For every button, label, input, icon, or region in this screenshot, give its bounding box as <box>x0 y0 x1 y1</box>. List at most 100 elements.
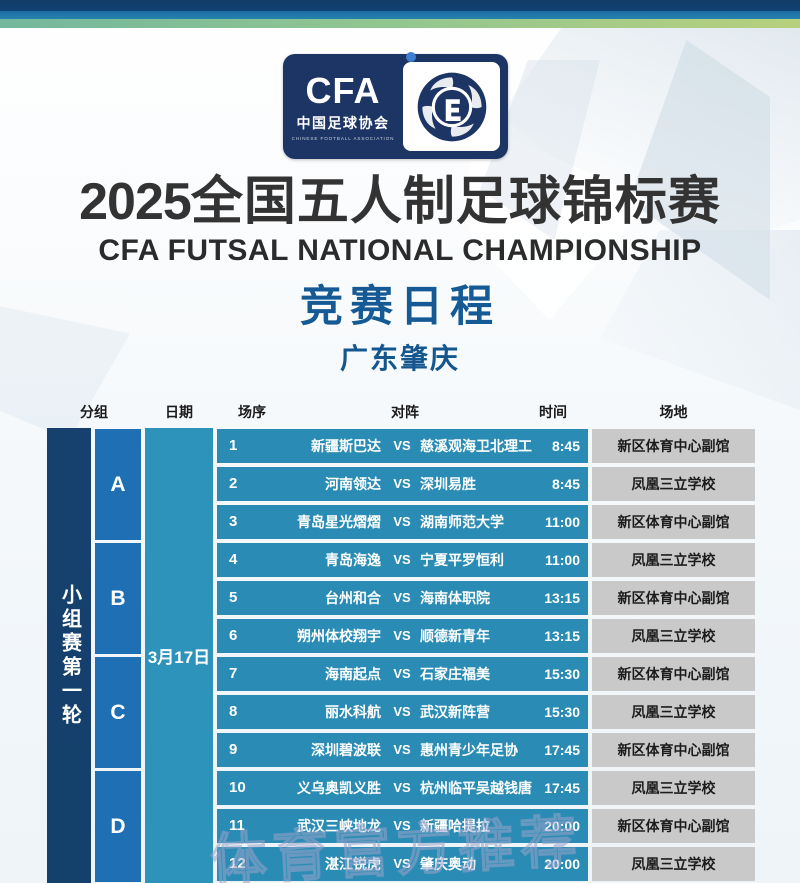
match-time: 20:00 <box>544 818 580 834</box>
home-team: 湛江锐虎 <box>325 856 381 872</box>
home-team: 河南领达 <box>325 476 381 492</box>
date-label: 3月17日 <box>147 648 211 667</box>
match-time: 20:00 <box>544 856 580 872</box>
cfa-emblem-icon <box>417 72 486 141</box>
stage-column: 小组赛第一轮 <box>47 428 91 883</box>
away-team: 顺德新青年 <box>420 628 490 644</box>
header-date: 日期 <box>165 404 193 420</box>
vs-label: VS <box>393 742 411 757</box>
match-number: 2 <box>229 475 238 492</box>
group-column: A B C D <box>95 428 141 883</box>
subtitle-block: 竞赛日程 广东肇庆 <box>0 286 800 377</box>
stage-label: 小组赛第一轮 <box>58 583 81 728</box>
away-team: 海南体职院 <box>420 590 490 606</box>
match-number: 3 <box>229 513 238 530</box>
top-band-navy <box>0 0 800 11</box>
table-row: 1 新疆斯巴达 VS 慈溪观海卫北理工 8:45 <box>217 429 588 463</box>
match-venue: 新区体育中心副馆 <box>592 581 755 615</box>
match-venue: 新区体育中心副馆 <box>592 733 755 767</box>
home-team: 丽水科航 <box>325 704 381 720</box>
away-team: 杭州临平吴越钱唐 <box>420 780 532 796</box>
vs-label: VS <box>393 856 411 871</box>
vs-label: VS <box>393 704 411 719</box>
group-cell-c: C <box>95 657 141 768</box>
group-label: D <box>110 814 126 838</box>
match-number: 8 <box>229 703 238 720</box>
headline-year: 2025 <box>79 173 192 231</box>
group-cell-a: A <box>95 429 141 540</box>
match-number: 11 <box>229 817 245 834</box>
schedule-table: 小组赛第一轮 A B C D 3月17日 1 新疆斯巴达 VS 慈溪观海卫北理工 8:45 新区… <box>0 428 800 883</box>
cfa-name-en: CHINESE FOOTBALL ASSOCIATION <box>291 135 395 141</box>
match-venue: 凤凰三立学校 <box>592 467 755 501</box>
match-time: 11:00 <box>544 514 580 530</box>
match-number: 1 <box>229 437 238 454</box>
vs-label: VS <box>393 628 411 643</box>
top-band-blue <box>0 11 800 19</box>
home-team: 朔州体校翔宇 <box>297 628 381 644</box>
header-fixture: 对阵 <box>391 404 419 420</box>
header-venue: 场地 <box>659 404 688 420</box>
match-number: 4 <box>229 551 238 568</box>
home-team: 青岛星光熠熠 <box>297 514 381 530</box>
match-time: 8:45 <box>551 476 580 492</box>
cfa-emblem-panel <box>403 62 500 151</box>
match-time: 15:30 <box>544 704 580 720</box>
match-venue: 凤凰三立学校 <box>592 619 755 653</box>
vs-label: VS <box>393 780 411 795</box>
cfa-abbr: CFA <box>305 69 381 111</box>
match-number: 9 <box>229 741 238 758</box>
headline-block: 2025全国五人制足球锦标赛 CFA FUTSAL NATIONAL CHAMP… <box>0 176 800 268</box>
match-number: 6 <box>229 627 238 644</box>
table-row: 10 义乌奥凯义胜 VS 杭州临平吴越钱唐 17:45 <box>217 771 588 805</box>
home-team: 武汉三峡地龙 <box>297 818 381 834</box>
table-row: 11 武汉三峡地龙 VS 新疆哈提拉 20:00 <box>217 809 588 843</box>
group-label: C <box>110 700 126 724</box>
group-cell-d: D <box>95 771 141 882</box>
date-column: 3月17日 <box>145 428 213 883</box>
headline-en: CFA FUTSAL NATIONAL CHAMPIONSHIP <box>98 234 702 267</box>
vs-label: VS <box>393 514 411 529</box>
home-team: 台州和合 <box>325 590 381 606</box>
match-time: 17:45 <box>544 780 580 796</box>
match-time: 8:45 <box>551 438 580 454</box>
vs-label: VS <box>393 438 411 453</box>
header-order: 场序 <box>238 404 266 420</box>
table-row: 9 深圳碧波联 VS 惠州青少年足协 17:45 <box>217 733 588 767</box>
table-row: 7 海南起点 VS 石家庄福美 15:30 <box>217 657 588 691</box>
vs-label: VS <box>393 476 411 491</box>
top-band-teal <box>0 19 800 28</box>
match-venue: 凤凰三立学校 <box>592 695 755 729</box>
match-time: 15:30 <box>544 666 580 682</box>
headline-cn-text: 全国五人制足球锦标赛 <box>190 173 721 231</box>
home-team: 青岛海逸 <box>325 552 381 568</box>
table-header-row: 分组 日期 场序 对阵 时间 场地 <box>0 402 800 426</box>
away-team: 新疆哈提拉 <box>420 818 490 834</box>
group-label: A <box>110 472 126 496</box>
football-dot-icon <box>406 52 416 62</box>
table-row: 4 青岛海逸 VS 宁夏平罗恒利 11:00 <box>217 543 588 577</box>
cfa-logo-text-block: CFA 中国足球协会 CHINESE FOOTBALL ASSOCIATION <box>283 52 416 159</box>
vs-label: VS <box>393 590 411 605</box>
headline-cn: 2025全国五人制足球锦标赛 <box>0 176 800 228</box>
table-row: 3 青岛星光熠熠 VS 湖南师范大学 11:00 <box>217 505 588 539</box>
away-team: 慈溪观海卫北理工 <box>420 438 532 454</box>
home-team: 深圳碧波联 <box>311 742 381 758</box>
home-team: 义乌奥凯义胜 <box>297 780 381 796</box>
match-venue: 凤凰三立学校 <box>592 847 755 881</box>
table-row: 6 朔州体校翔宇 VS 顺德新青年 13:15 <box>217 619 588 653</box>
cfa-name-cn: 中国足球协会 <box>296 114 390 131</box>
table-row: 2 河南领达 VS 深圳易胜 8:45 <box>217 467 588 501</box>
match-number: 7 <box>229 665 238 682</box>
match-venue: 新区体育中心副馆 <box>592 429 755 463</box>
vs-label: VS <box>393 818 411 833</box>
vs-label: VS <box>393 552 411 567</box>
match-time: 13:15 <box>544 628 580 644</box>
vs-label: VS <box>393 666 411 681</box>
away-team: 肇庆奥动 <box>420 856 476 872</box>
table-row: 12 湛江锐虎 VS 肇庆奥动 20:00 <box>217 847 588 881</box>
subtitle-main: 竞赛日程 <box>300 283 500 331</box>
header-time: 时间 <box>539 404 567 420</box>
group-label: B <box>110 586 126 610</box>
